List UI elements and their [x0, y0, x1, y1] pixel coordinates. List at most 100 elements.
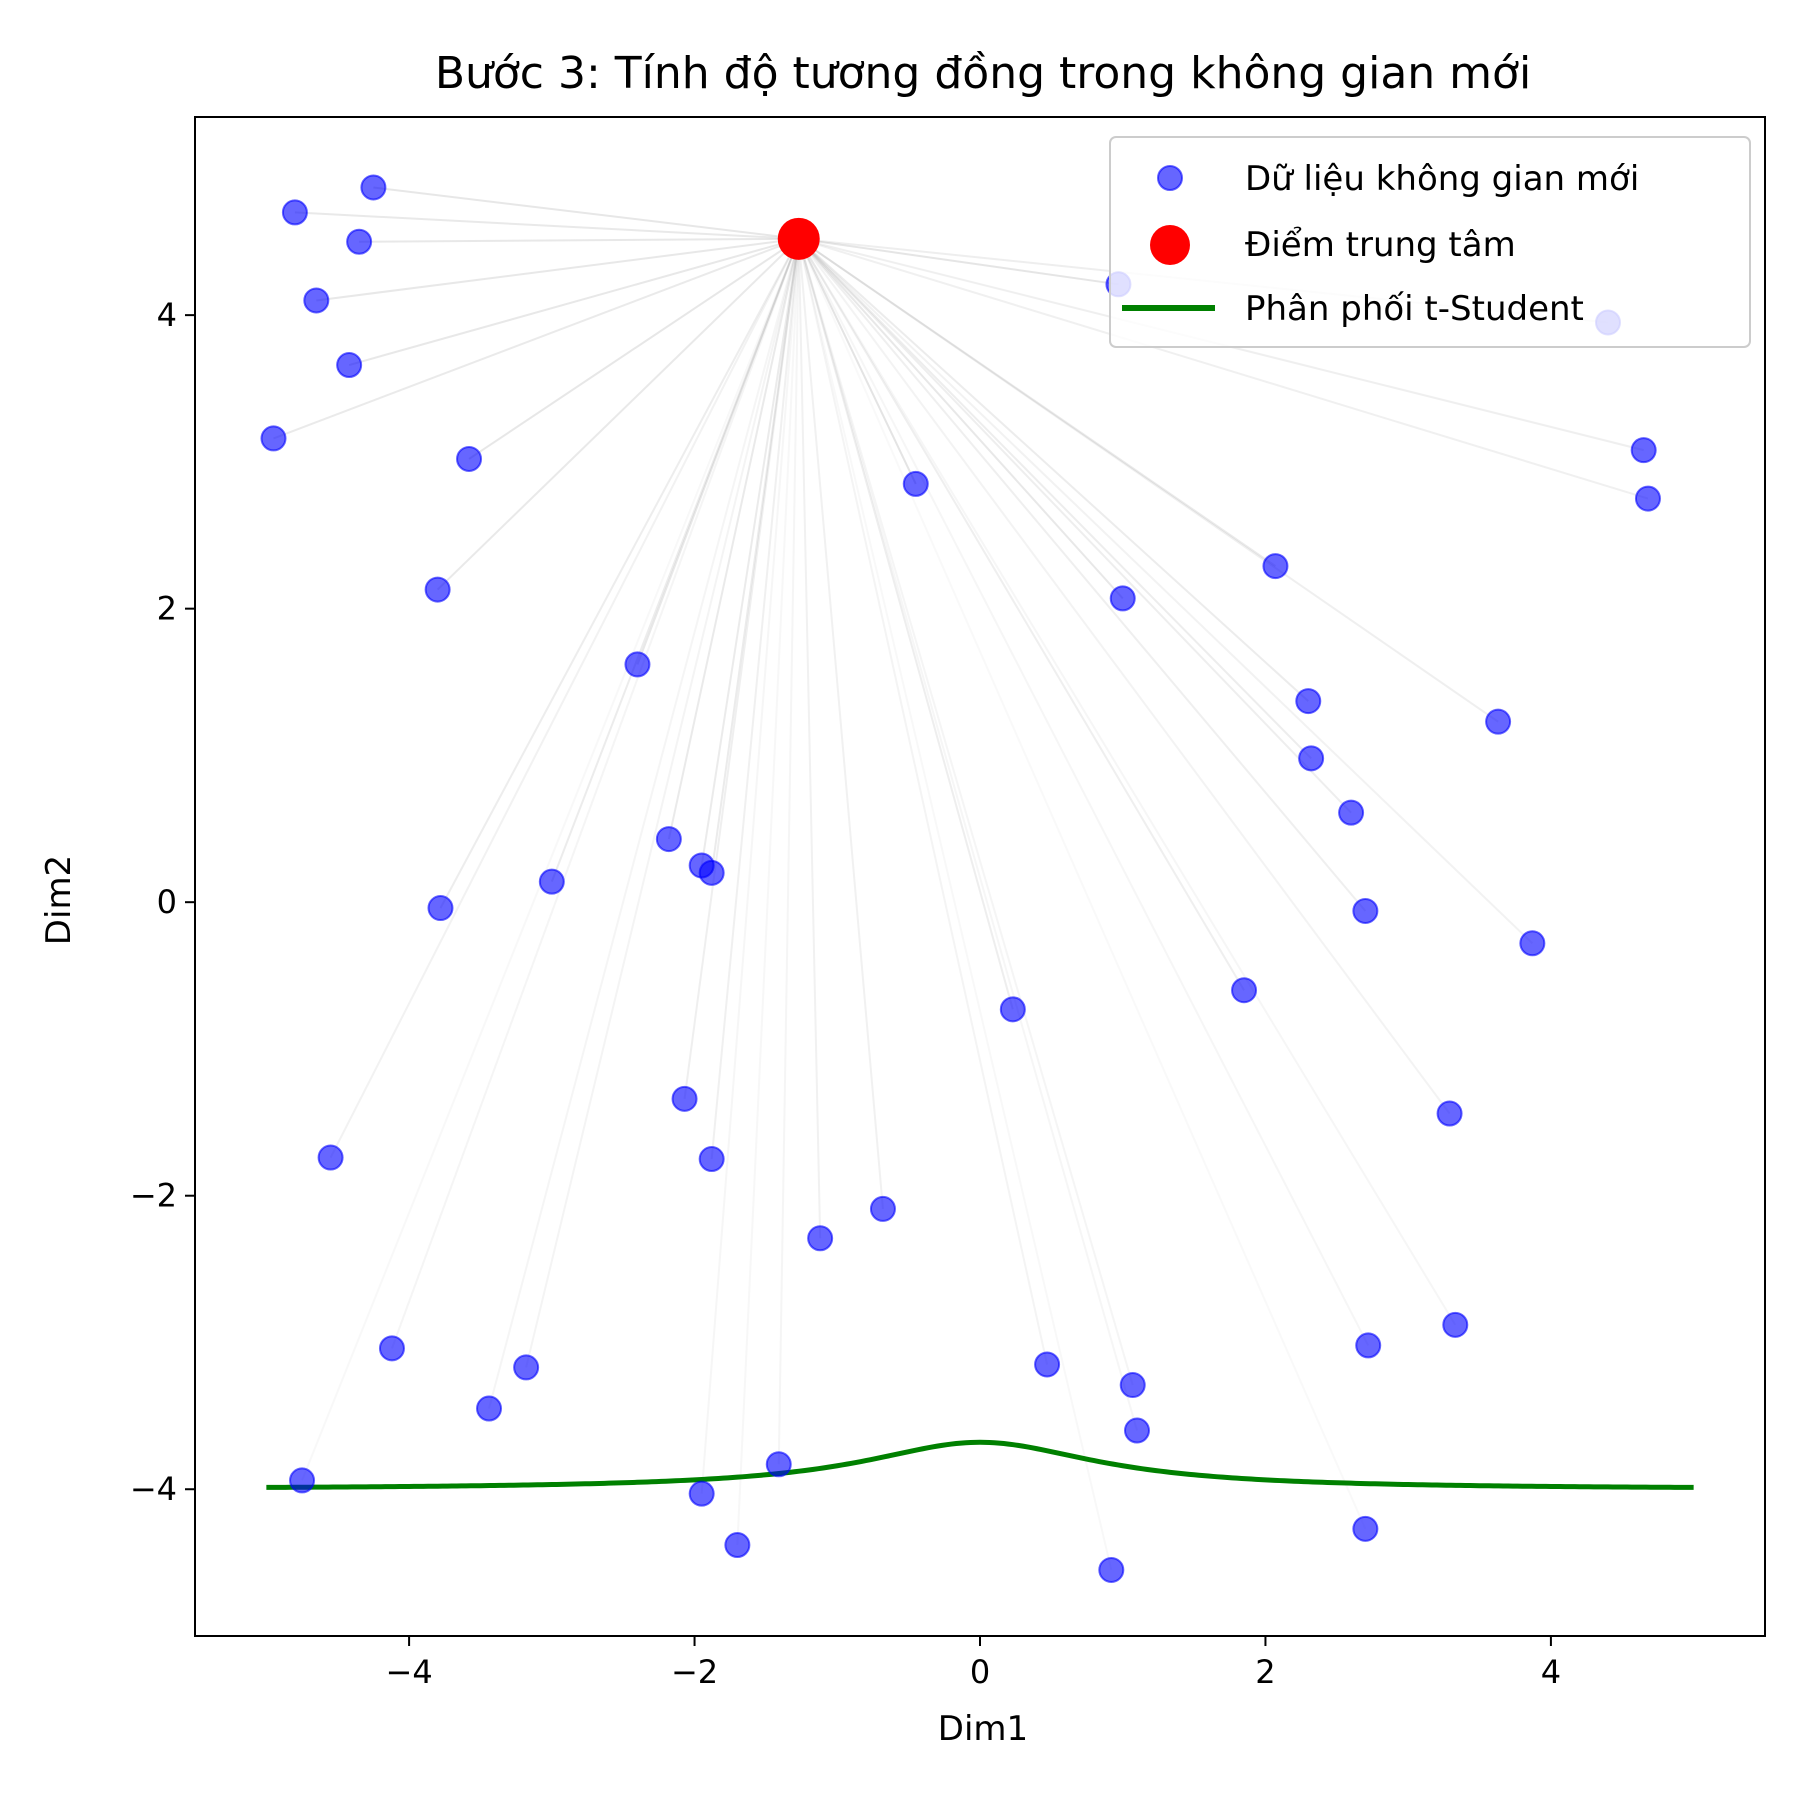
data-point	[1519, 930, 1546, 957]
data-point	[1442, 1311, 1469, 1338]
similarity-line	[683, 238, 800, 1099]
data-point	[1355, 1332, 1382, 1359]
data-point	[1295, 688, 1322, 715]
x-tick-label: 4	[1541, 1653, 1561, 1691]
data-point	[869, 1195, 896, 1222]
data-point	[724, 1532, 751, 1559]
data-point	[1634, 485, 1661, 512]
data-point	[1436, 1100, 1463, 1127]
legend-marker-data	[1157, 165, 1183, 191]
similarity-line	[359, 237, 799, 243]
similarity-line	[798, 237, 1649, 500]
x-tick-label: 2	[1255, 1653, 1275, 1691]
y-tick-label: 2	[157, 590, 177, 628]
data-point	[538, 868, 565, 895]
data-point	[688, 1480, 715, 1507]
t-student-curve-layer	[266, 1439, 1694, 1490]
similarity-line	[797, 238, 1014, 1010]
similarity-line	[797, 238, 1124, 600]
similarity-line	[797, 238, 822, 1239]
legend-box	[1109, 136, 1751, 348]
y-axis-label: Dim2	[39, 855, 79, 945]
data-point	[424, 576, 451, 603]
legend-label-data: Dữ liệu không gian mới	[1245, 159, 1639, 199]
data-point	[281, 199, 308, 226]
similarity-line	[710, 238, 800, 1160]
similarity-line	[797, 238, 1113, 1571]
data-point	[698, 859, 725, 886]
similarity-line	[636, 238, 800, 665]
x-axis-label: Dim1	[938, 1709, 1028, 1749]
y-tick-label: 0	[157, 883, 177, 921]
similarity-line	[797, 238, 1367, 912]
similarity-line	[348, 237, 800, 366]
similarity-line	[488, 238, 800, 1409]
legend-label-center: Điểm trung tâm	[1245, 225, 1516, 265]
data-point	[1098, 1556, 1125, 1583]
similarity-line	[798, 238, 1352, 814]
data-point	[807, 1225, 834, 1252]
data-point	[336, 352, 363, 379]
similarity-line	[797, 238, 1245, 991]
similarity-line	[798, 238, 1534, 944]
y-tick-label: −4	[130, 1470, 177, 1508]
data-point	[655, 826, 682, 853]
x-tick-label: 0	[970, 1653, 990, 1691]
data-point	[1124, 1417, 1150, 1444]
similarity-line	[700, 238, 800, 1494]
similarity-line	[797, 238, 1457, 1326]
data-point	[1298, 745, 1325, 772]
similarity-line	[797, 238, 884, 1210]
data-point	[1485, 708, 1512, 735]
similarity-line	[797, 238, 917, 485]
data-point	[999, 996, 1026, 1023]
center-point	[777, 217, 820, 260]
similarity-line	[736, 238, 800, 1546]
x-tick-label: −2	[671, 1653, 718, 1691]
similarity-line	[797, 238, 1367, 1530]
y-tick-label: −2	[130, 1177, 177, 1215]
similarity-line	[373, 186, 799, 240]
similarity-line	[329, 238, 800, 1159]
t-student-curve	[266, 1439, 1694, 1490]
data-point	[1352, 897, 1379, 924]
similarity-line	[301, 238, 800, 1481]
data-point	[1231, 977, 1258, 1004]
data-point	[1338, 799, 1365, 826]
data-point	[1352, 1515, 1379, 1542]
data-point	[456, 445, 483, 472]
similarity-line	[797, 238, 1451, 1115]
data-point	[1034, 1351, 1061, 1378]
data-point	[303, 287, 330, 314]
similarity-line	[798, 237, 1277, 567]
similarity-line	[294, 211, 799, 240]
legend-marker-center	[1150, 225, 1190, 265]
data-point	[476, 1395, 503, 1422]
similarity-line	[797, 238, 1370, 1346]
similarity-line	[439, 238, 800, 909]
similarity-line	[710, 238, 800, 873]
similarity-line	[798, 238, 1312, 760]
data-point	[260, 425, 287, 452]
x-axis-ticks: −4 −2 0 2 4	[386, 1636, 1561, 1691]
chart-title: Bước 3: Tính độ tương đồng trong không g…	[435, 48, 1531, 99]
similarity-line	[391, 238, 800, 1349]
similarity-line	[798, 237, 1499, 723]
similarity-line	[667, 238, 800, 840]
data-point	[1119, 1372, 1146, 1399]
similarity-lines	[273, 186, 1649, 1571]
data-points	[260, 174, 1661, 1583]
similarity-line	[468, 237, 800, 460]
data-point	[513, 1354, 540, 1381]
data-point	[1630, 437, 1657, 464]
similarity-line	[798, 238, 1309, 702]
data-point	[317, 1144, 344, 1171]
data-point	[360, 174, 387, 201]
data-point	[765, 1451, 792, 1478]
similarity-line	[700, 238, 800, 866]
similarity-line	[525, 238, 800, 1368]
data-point	[427, 895, 454, 922]
similarity-line	[316, 237, 799, 302]
data-point	[698, 1146, 725, 1173]
similarity-line	[273, 237, 800, 440]
